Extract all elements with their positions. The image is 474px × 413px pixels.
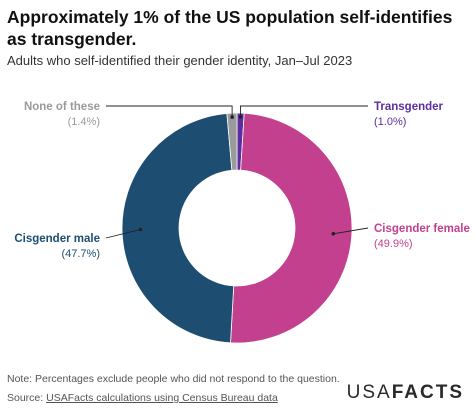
leader-line-cisgender-female bbox=[333, 227, 369, 235]
donut-slices bbox=[121, 112, 353, 344]
source-line: Source: USAFacts calculations using Cens… bbox=[7, 392, 278, 405]
leader-dot-transgender bbox=[238, 115, 243, 119]
value-label-cisgender-male: (47.7%) bbox=[61, 248, 100, 260]
leader-line-cisgender-male bbox=[105, 229, 141, 239]
label-cisgender-male: Cisgender male bbox=[14, 233, 100, 245]
logo-part-usa: USA bbox=[346, 382, 392, 403]
leader-line-none-of-these bbox=[106, 105, 233, 118]
value-label-none-of-these: (1.4%) bbox=[68, 116, 100, 128]
label-transgender: Transgender bbox=[374, 101, 444, 113]
slice-none-of-these bbox=[226, 112, 238, 171]
leader-dot-cisgender-male bbox=[138, 227, 143, 232]
leader-line-transgender bbox=[240, 105, 368, 118]
label-none-of-these: None of these bbox=[24, 101, 100, 113]
slice-cisgender-female bbox=[230, 112, 353, 344]
usafacts-logo: USAFACTS bbox=[347, 381, 464, 405]
slice-cisgender-male bbox=[121, 113, 235, 344]
value-label-transgender: (1.0%) bbox=[374, 116, 406, 128]
leader-dot-cisgender-female bbox=[331, 231, 336, 236]
donut-annotations: Transgender (1.0%) Cisgender female (49.9%)… bbox=[14, 101, 470, 260]
source-link[interactable]: USAFacts calculations using Census Burea… bbox=[46, 392, 278, 404]
leader-dot-none-of-these bbox=[230, 115, 234, 119]
value-label-cisgender-female: (49.9%) bbox=[374, 238, 413, 250]
chart-subtitle: Adults who self-identified their gender … bbox=[7, 53, 353, 68]
logo-part-facts: FACTS bbox=[391, 382, 464, 403]
footnote: Note: Percentages exclude people who did… bbox=[7, 373, 340, 385]
label-cisgender-female: Cisgender female bbox=[374, 223, 470, 235]
chart-title: Approximately 1% of the US population se… bbox=[7, 7, 453, 49]
source-prefix: Source: bbox=[7, 392, 47, 404]
